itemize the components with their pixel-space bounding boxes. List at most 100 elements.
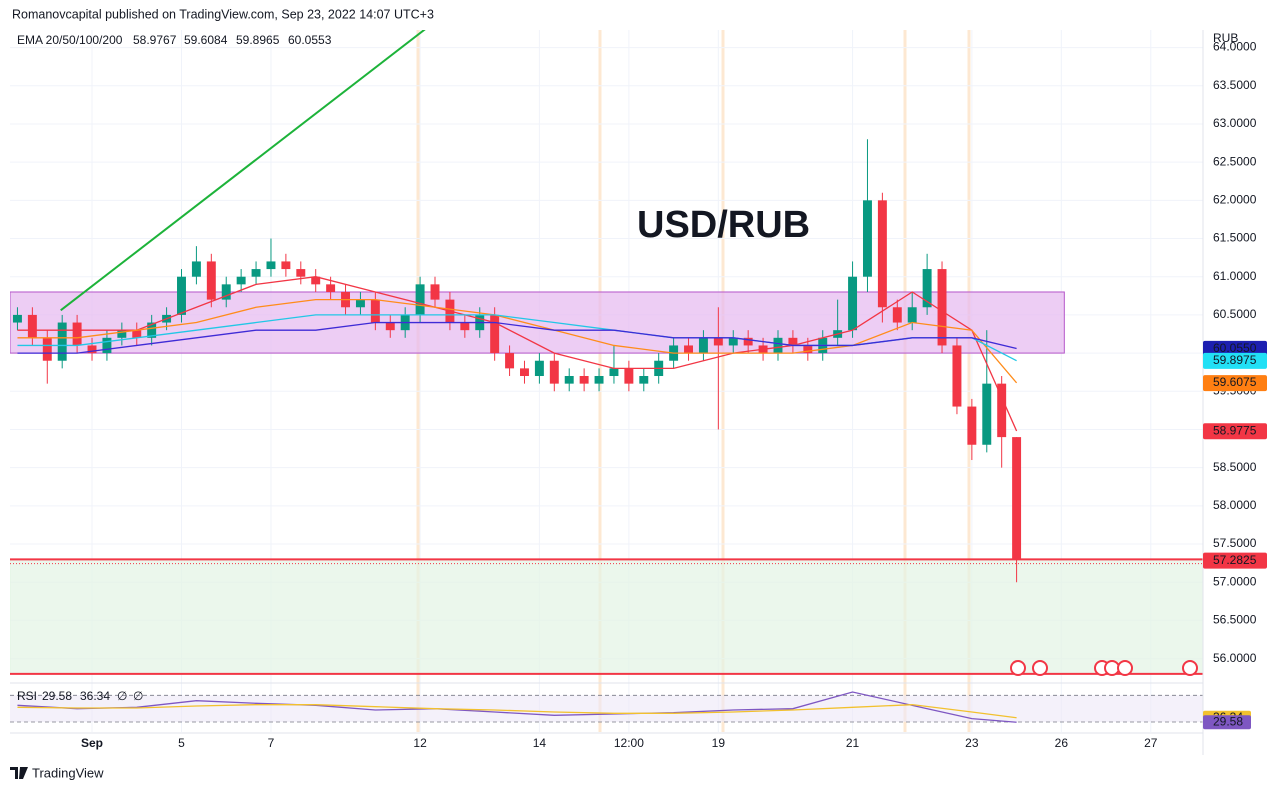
price-label: 59.6075 [1213, 375, 1257, 389]
chart-title: USD/RUB [637, 204, 810, 246]
y-tick-label: 63.5000 [1213, 78, 1257, 92]
candle-body [296, 269, 306, 277]
indicator-name: EMA 20/50/100/200 [17, 33, 123, 47]
indicator-value: 60.0553 [288, 33, 332, 47]
candle-body [803, 345, 813, 354]
price-label-box [1203, 423, 1267, 440]
price-label: 58.9775 [1213, 423, 1257, 437]
candle-body [594, 376, 604, 384]
y-tick-label: 62.0000 [1213, 193, 1257, 207]
candle-body [579, 376, 589, 384]
candle-body [609, 368, 619, 377]
y-tick-label: 58.0000 [1213, 498, 1257, 512]
y-tick-label: 56.5000 [1213, 613, 1257, 627]
candle-body [490, 314, 500, 354]
candle-body [862, 200, 872, 277]
candle-body [997, 383, 1007, 438]
rsi-band [10, 695, 1203, 722]
candle-body [877, 200, 887, 308]
publish-info: Romanovcapital published on TradingView.… [12, 7, 434, 21]
rsi-pane [10, 691, 1203, 723]
ema-line [17, 276, 1018, 432]
candle-body [355, 299, 365, 308]
y-tick-label: 63.0000 [1213, 116, 1257, 130]
candle-body [788, 337, 798, 346]
rsi-line [17, 691, 1017, 723]
rsi-name: RSI [17, 689, 37, 703]
x-tick-label: 23 [965, 736, 979, 750]
candle-body [520, 368, 529, 377]
candle-body [460, 322, 470, 331]
rsi-label-box [1203, 715, 1251, 730]
candle-body [281, 261, 291, 270]
x-tick-label: 27 [1144, 736, 1158, 750]
candle-body [534, 360, 544, 377]
price-label: 59.8975 [1213, 353, 1257, 367]
candle-body [206, 261, 216, 300]
candle-body [370, 299, 380, 323]
y-tick-label: 60.5000 [1213, 307, 1257, 321]
axes: 56.0000 56.5000 57.0000 57.5000 58.0000 58.50… [17, 33, 1267, 750]
price-label: 57.2825 [1213, 553, 1257, 567]
candle-body [87, 345, 97, 354]
rsi-na: ∅ [117, 689, 127, 703]
candle-body [639, 376, 649, 384]
candle-body [236, 276, 246, 285]
ema-line [17, 298, 1018, 384]
candle-body [728, 337, 738, 346]
candle-body [505, 353, 515, 369]
candle-body [684, 345, 693, 354]
event-icon [1182, 660, 1198, 676]
candle-body [12, 314, 22, 323]
rsi-label: 29.58 [1213, 714, 1243, 728]
candle-body [892, 307, 902, 323]
candle-body [937, 269, 947, 346]
candle-body [117, 330, 127, 338]
candle-body [430, 284, 440, 300]
candle-body [221, 284, 231, 300]
candle-body [967, 406, 977, 445]
candle-body [326, 284, 336, 292]
candle-body [72, 322, 82, 346]
candle-body [27, 314, 37, 338]
x-tick-label: Sep [81, 736, 103, 750]
rsi-line [17, 704, 1017, 719]
price-pane [10, 30, 1203, 675]
candle-body [549, 360, 559, 384]
event-icons [1010, 660, 1198, 676]
indicator-value: 58.9767 [133, 33, 177, 47]
y-tick-label: 56.0000 [1213, 651, 1257, 665]
price-label-box [1203, 352, 1267, 369]
candle-body [713, 337, 723, 346]
price-label: 60.0550 [1213, 341, 1257, 355]
rsi-value: 29.58 [42, 689, 72, 703]
event-icon [1104, 660, 1120, 676]
candle-body [564, 376, 574, 384]
trend-line [60, 30, 426, 312]
candle-body [42, 337, 52, 361]
x-tick-label: 5 [178, 736, 185, 750]
x-tick-label: 19 [712, 736, 726, 750]
candle-body [907, 307, 917, 323]
y-tick-label: 58.5000 [1213, 460, 1257, 474]
y-tick-label: 61.0000 [1213, 269, 1257, 283]
indicator-value: 59.8965 [236, 33, 280, 47]
candle-body [191, 261, 201, 277]
candle-body [132, 330, 142, 338]
candle-body [415, 284, 425, 315]
x-tick-label: 12:00 [614, 736, 644, 750]
price-label-box [1203, 340, 1267, 357]
candle-body [266, 261, 276, 270]
candle-body [251, 269, 261, 277]
candle-body [624, 368, 634, 384]
candle-body [57, 322, 67, 361]
candle-body [773, 337, 783, 354]
indicator-value: 59.6084 [184, 33, 228, 47]
candle-body [147, 322, 157, 338]
price-label-box [1203, 375, 1267, 392]
event-icon [1117, 660, 1133, 676]
y-tick-label: 57.0000 [1213, 574, 1257, 588]
brand-name: TradingView [32, 765, 104, 780]
ema-line [17, 321, 1017, 354]
currency-label: RUB [1213, 31, 1238, 45]
